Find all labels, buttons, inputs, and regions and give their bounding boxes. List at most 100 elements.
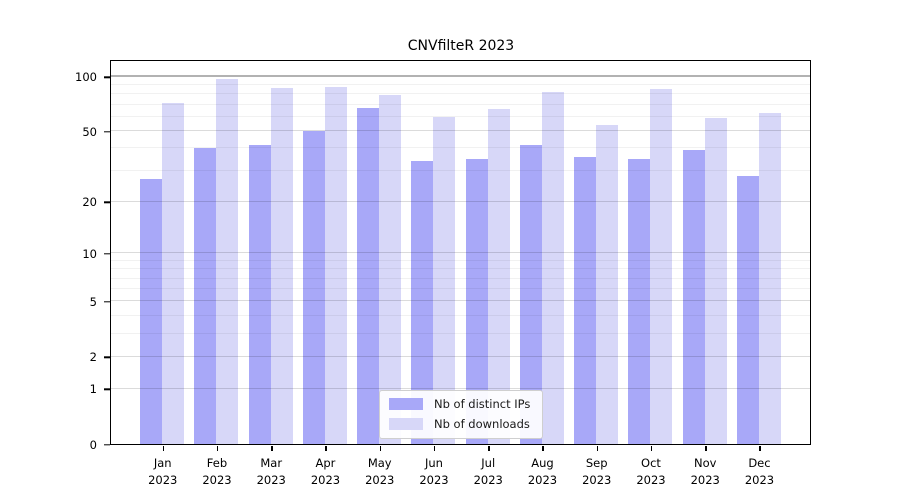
y-tick-mark [104, 201, 110, 203]
bar-group-sep [569, 61, 623, 444]
x-label-month: Dec [748, 456, 771, 471]
bar-mar [248, 144, 271, 444]
x-tick-label: Jul 2023 [461, 455, 515, 490]
bar-jun [411, 161, 434, 444]
y-tick-label: 0 [89, 437, 97, 452]
x-tick-label: Dec 2023 [732, 455, 786, 490]
x-cell-jan: Jan 2023 [136, 446, 190, 490]
bar-oct [650, 89, 673, 444]
bar-group-may [352, 61, 406, 444]
x-label-year: 2023 [310, 473, 341, 488]
y-tick-label: 1 [89, 382, 97, 397]
x-tick-label: Mar 2023 [244, 455, 298, 490]
legend-label: Nb of distinct IPs [434, 397, 531, 411]
x-label-year: 2023 [636, 473, 666, 488]
x-tick-mark [542, 446, 544, 452]
bar-group-nov [678, 61, 732, 444]
x-label-year: 2023 [690, 473, 720, 488]
bar-mar [270, 87, 293, 444]
x-label-year: 2023 [365, 473, 395, 488]
legend-swatch-icon [389, 418, 423, 430]
x-label-year: 2023 [419, 473, 449, 488]
legend-label: Nb of downloads [434, 417, 530, 431]
x-label-month: Oct [641, 456, 661, 471]
x-tick-mark [216, 446, 219, 452]
x-cell-may: May 2023 [353, 446, 407, 490]
y-tick-mark [104, 443, 110, 446]
bar-group-aug [515, 61, 569, 444]
bars-layer [111, 61, 810, 444]
bar-aug [541, 92, 564, 444]
bar-may [357, 108, 380, 444]
x-label-year: 2023 [744, 473, 775, 488]
legend: Nb of distinct IPs Nb of downloads [379, 390, 544, 439]
x-tick-label: Jun 2023 [407, 455, 461, 490]
x-cell-apr: Apr 2023 [298, 446, 352, 490]
y-tick-label: 50 [82, 124, 97, 139]
x-tick-label: Jan 2023 [136, 455, 190, 490]
bar-may [379, 95, 402, 444]
bar-group-mar [244, 61, 298, 444]
legend-entry: Nb of distinct IPs [389, 397, 530, 411]
y-tick-mark [104, 356, 110, 358]
x-cell-aug: Aug 2023 [515, 446, 569, 490]
x-label-year: 2023 [202, 473, 232, 488]
y-tick-label: 100 [75, 70, 97, 85]
bar-feb [216, 79, 239, 444]
bar-dec [758, 113, 781, 444]
bar-feb [194, 148, 217, 444]
x-tick-mark [325, 446, 327, 452]
y-tick-mark [104, 388, 110, 391]
bar-group-oct [623, 61, 677, 444]
x-label-year: 2023 [582, 473, 612, 488]
x-label-month: Jun [424, 456, 443, 471]
bar-apr [302, 131, 325, 444]
x-tick-mark [759, 446, 761, 452]
x-tick-mark [433, 446, 436, 452]
x-tick-label: Sep 2023 [570, 455, 624, 490]
bar-jan [140, 178, 163, 444]
x-cell-feb: Feb 2023 [190, 446, 244, 490]
plot-area: Nb of distinct IPs Nb of downloads [110, 60, 811, 445]
y-tick-label: 20 [82, 195, 97, 210]
x-cell-oct: Oct 2023 [624, 446, 678, 490]
x-label-month: Jan [153, 456, 172, 471]
y-tick-label: 2 [89, 350, 97, 365]
bar-jul [465, 158, 488, 444]
legend-entry: Nb of downloads [389, 417, 530, 431]
x-cell-jun: Jun 2023 [407, 446, 461, 490]
y-tick-mark [104, 76, 110, 78]
y-tick-label: 5 [89, 294, 97, 309]
x-tick-mark [271, 446, 273, 452]
bar-jan [162, 102, 185, 444]
bar-nov [682, 150, 705, 444]
x-label-month: Jul [481, 456, 496, 471]
x-tick-label: Feb 2023 [190, 455, 244, 490]
x-label-month: May [367, 456, 392, 471]
x-label-year: 2023 [256, 473, 286, 488]
y-tick-mark [104, 130, 110, 133]
x-tick-mark [650, 446, 653, 452]
x-label-month: Mar [260, 456, 283, 471]
bar-nov [704, 118, 727, 444]
x-tick-label: May 2023 [353, 455, 407, 490]
bar-group-jun [406, 61, 460, 444]
x-label-year: 2023 [473, 473, 503, 488]
x-axis: Jan 2023 Feb 2023 Mar 2023 Apr 2023 May 2023 Jun 20… [112, 446, 811, 490]
x-label-month: Feb [206, 456, 228, 471]
bar-jul [487, 109, 510, 444]
x-label-month: Apr [315, 456, 336, 471]
bar-jun [433, 116, 456, 444]
x-tick-label: Oct 2023 [624, 455, 678, 490]
x-cell-nov: Nov 2023 [678, 446, 732, 490]
bar-group-dec [732, 61, 786, 444]
x-label-year: 2023 [527, 473, 558, 488]
bar-apr [324, 86, 347, 444]
y-tick-mark [104, 301, 110, 303]
bar-group-feb [189, 61, 243, 444]
chart-title: CNVfilteR 2023 [407, 38, 515, 54]
bar-dec [736, 176, 759, 444]
bar-oct [628, 158, 651, 444]
y-axis: 0 1 2 5 10 20 50 100 [0, 62, 110, 452]
